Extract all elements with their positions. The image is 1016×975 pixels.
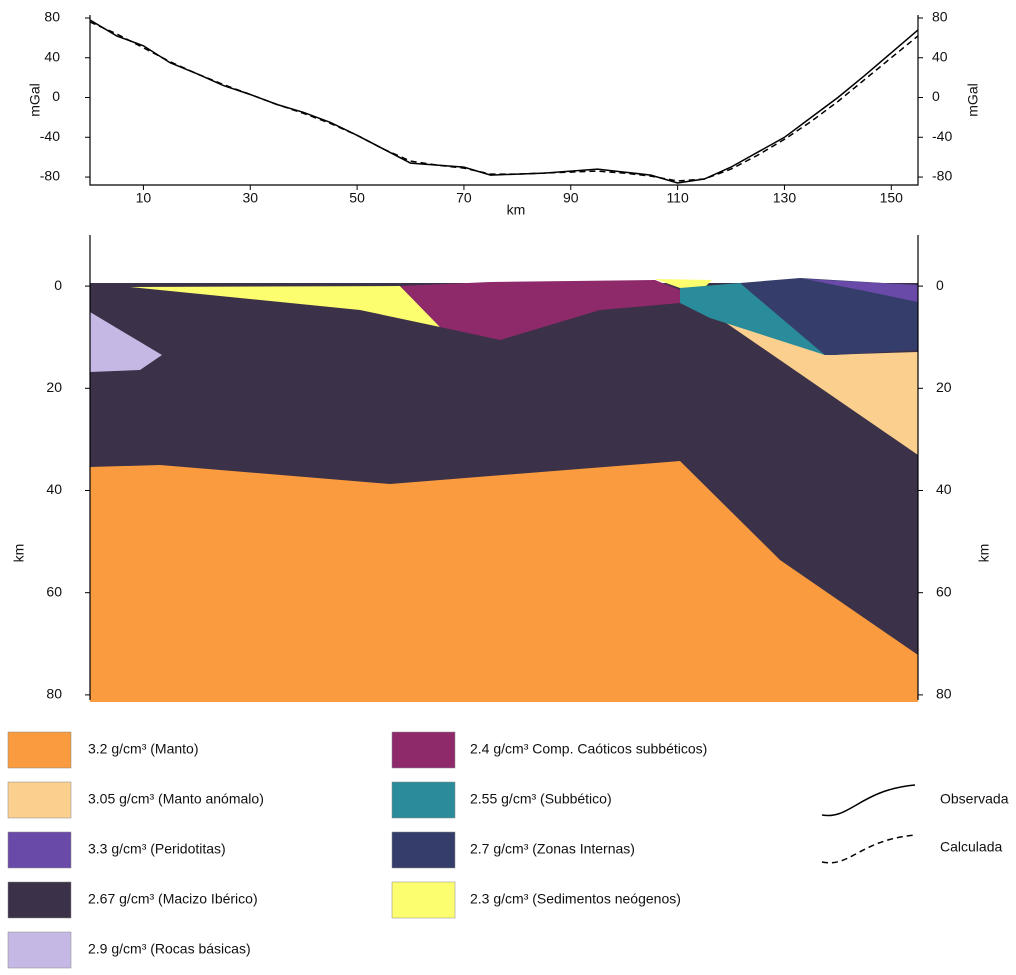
y2-tick-label: 40 bbox=[936, 481, 952, 497]
y2-tick-label: -80 bbox=[932, 168, 952, 184]
legend-swatch bbox=[8, 882, 71, 918]
legend-label: 3.3 g/cm³ (Peridotitas) bbox=[88, 841, 226, 857]
legend-label: 2.55 g/cm³ (Subbético) bbox=[470, 791, 612, 807]
legend-label: 2.9 g/cm³ (Rocas básicas) bbox=[88, 941, 251, 957]
legend-label: 2.3 g/cm³ (Sedimentos neógenos) bbox=[470, 891, 681, 907]
x-tick-label: 90 bbox=[563, 190, 579, 206]
y2-tick-label: 80 bbox=[936, 686, 952, 702]
y-tick-label: 60 bbox=[46, 583, 62, 599]
legend-label: 2.7 g/cm³ (Zonas Internas) bbox=[470, 841, 635, 857]
y2-tick-label: 60 bbox=[936, 583, 952, 599]
x-tick-label: 70 bbox=[456, 190, 472, 206]
series-line bbox=[90, 20, 918, 183]
y-tick-label: 40 bbox=[44, 48, 60, 64]
legend-swatch bbox=[392, 832, 455, 868]
legend-swatch bbox=[392, 782, 455, 818]
y-tick-label: 80 bbox=[46, 686, 62, 702]
legend-label: Observada bbox=[940, 791, 1009, 807]
x-tick-label: 150 bbox=[880, 190, 904, 206]
legend-swatch bbox=[8, 782, 71, 818]
legend-label: Calculada bbox=[940, 839, 1002, 855]
legend-label: 2.4 g/cm³ Comp. Caóticos subbéticos) bbox=[470, 741, 707, 757]
y-axis-label: mGal bbox=[27, 83, 43, 116]
y2-tick-label: 40 bbox=[932, 48, 948, 64]
y2-tick-label: 0 bbox=[936, 277, 944, 293]
legend-swatch bbox=[8, 932, 71, 968]
y2-tick-label: 80 bbox=[932, 9, 948, 25]
y-tick-label: 40 bbox=[46, 481, 62, 497]
y2-axis-label: mGal bbox=[965, 83, 981, 116]
x-tick-label: 10 bbox=[136, 190, 152, 206]
legend-swatch bbox=[8, 832, 71, 868]
legend-label: 2.67 g/cm³ (Macizo Ibérico) bbox=[88, 891, 258, 907]
y2-axis-label: km bbox=[976, 544, 992, 563]
profile-axes bbox=[90, 15, 918, 185]
legend-line-observada bbox=[822, 785, 915, 816]
y-tick-label: 0 bbox=[52, 88, 60, 104]
cross-section bbox=[90, 278, 918, 702]
legend-line-calculada bbox=[822, 835, 915, 863]
y2-tick-label: 0 bbox=[932, 88, 940, 104]
x-tick-label: 130 bbox=[773, 190, 797, 206]
y-tick-label: 80 bbox=[44, 9, 60, 25]
legend-swatch bbox=[392, 732, 455, 768]
y-tick-label: 20 bbox=[46, 379, 62, 395]
y-tick-label: 0 bbox=[54, 277, 62, 293]
x-tick-label: 110 bbox=[666, 190, 689, 206]
series-line bbox=[90, 22, 918, 181]
legend-swatch bbox=[392, 882, 455, 918]
x-tick-label: 30 bbox=[242, 190, 258, 206]
x-axis-label: km bbox=[507, 202, 526, 218]
y-axis-label: km bbox=[11, 544, 27, 563]
y-tick-label: -40 bbox=[40, 128, 60, 144]
figure: -80 -80 -40 -40 0 0 40 40 80 80 10 30 50 70 90 110 130 15… bbox=[0, 0, 1016, 970]
y-tick-label: -80 bbox=[40, 168, 60, 184]
legend-label: 3.05 g/cm³ (Manto anómalo) bbox=[88, 791, 264, 807]
y2-tick-label: 20 bbox=[936, 379, 952, 395]
legend-label: 3.2 g/cm³ (Manto) bbox=[88, 741, 198, 757]
x-tick-label: 50 bbox=[349, 190, 365, 206]
y2-tick-label: -40 bbox=[932, 128, 952, 144]
legend-swatch bbox=[8, 732, 71, 768]
